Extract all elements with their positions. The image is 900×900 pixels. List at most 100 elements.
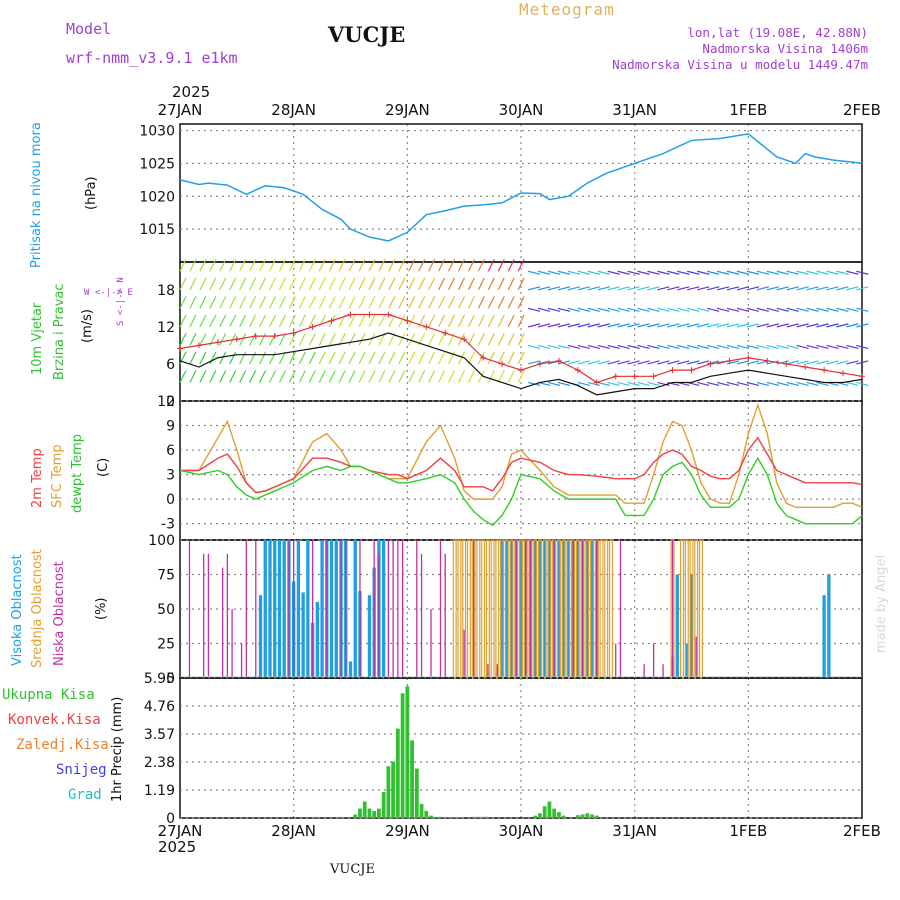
wind-arrow	[627, 381, 640, 387]
wind-gust-marker	[404, 317, 411, 324]
wind-arrow	[697, 323, 710, 328]
wind-arrow	[577, 323, 590, 328]
mid-cloud-bar	[680, 539, 685, 679]
wind-arrow	[746, 344, 760, 349]
wind-arrow	[677, 307, 690, 312]
wind-arrow	[378, 258, 386, 272]
precip-bar	[395, 728, 400, 818]
wind-arrow	[746, 270, 760, 275]
date-tick-label-top: 31JAN	[612, 101, 657, 119]
wind-arrow	[418, 277, 426, 291]
wind-arrow	[239, 258, 247, 272]
wind-arrow	[507, 277, 515, 291]
wind-arrow	[796, 360, 809, 365]
wind-arrow	[418, 258, 426, 272]
wind-arrow	[826, 360, 839, 365]
wind-arrow	[308, 277, 316, 291]
wind-arrow	[318, 258, 326, 272]
wind-arrow	[438, 314, 446, 328]
wind-arrow	[487, 351, 495, 365]
wind-arrow	[487, 277, 495, 291]
wind-arrow	[507, 296, 515, 309]
wind-arrow	[577, 307, 590, 312]
wind-arrow	[657, 323, 670, 328]
wind-arrow	[846, 307, 859, 312]
precip-bar	[575, 815, 580, 818]
cloud-tick-label: 0	[166, 671, 175, 687]
wind-arrow	[368, 351, 376, 365]
wind-arrow	[786, 270, 799, 275]
wind-arrow	[408, 258, 416, 272]
wind-arrow	[607, 307, 620, 312]
precip-bar	[538, 813, 542, 818]
cloud-tick-label: 100	[148, 533, 175, 549]
wind-arrow	[736, 286, 750, 291]
model-label: Model	[66, 20, 112, 38]
wind-arrow	[527, 323, 541, 328]
wind-arrow	[438, 351, 446, 365]
wind-arrow	[189, 370, 197, 383]
wind-gust-marker	[385, 311, 392, 318]
wind-arrow	[716, 307, 730, 312]
wind-arrow	[527, 286, 541, 291]
precip-bar	[476, 816, 481, 818]
wind-arrow	[836, 270, 849, 275]
wind-arrow	[328, 351, 336, 365]
wind-arrow	[487, 258, 495, 272]
wind-arrow	[527, 270, 541, 275]
wind-arrow	[856, 286, 869, 291]
precip-bar	[419, 803, 424, 818]
precip-bar	[471, 816, 476, 818]
wind-arrow	[229, 277, 237, 291]
wind-arrow	[687, 360, 700, 365]
mid-cloud-bar	[542, 539, 547, 679]
wind-arrow	[298, 277, 306, 291]
wind-arrow	[487, 370, 495, 383]
wind-arrow	[408, 277, 416, 291]
wind-arrow	[487, 296, 495, 309]
wind-gust-marker	[423, 323, 430, 330]
wind-arrow	[308, 333, 316, 346]
wind-arrow	[179, 333, 187, 346]
wind-arrow	[388, 296, 396, 309]
cloud-tick-label: 25	[157, 637, 175, 653]
wind-arrow	[637, 307, 650, 312]
mid-cloud-bar	[457, 539, 462, 679]
wind-gust-marker	[631, 373, 638, 380]
wind-arrow	[278, 277, 286, 291]
wind-arrow	[268, 277, 277, 291]
wind-arrow	[497, 351, 505, 365]
wind-gust-marker	[859, 373, 865, 380]
wind-arrow	[229, 370, 237, 383]
wind-arrow	[766, 344, 779, 349]
wind-arrow	[219, 333, 227, 346]
mid-cloud-bar	[537, 539, 542, 679]
precip-bar	[400, 693, 405, 818]
wind-arrow	[368, 277, 376, 291]
wind-arrow	[627, 344, 640, 349]
date-tick-label-bottom: 31JAN	[612, 822, 657, 840]
wind-arrow	[647, 344, 660, 349]
wind-arrow	[368, 296, 376, 309]
wind-arrow	[647, 381, 660, 387]
wind-arrow	[697, 307, 710, 312]
wind-arrow	[398, 370, 406, 383]
wind-arrow	[587, 323, 600, 328]
wind-arrow	[846, 286, 859, 291]
wind-arrow	[219, 277, 227, 291]
wind-arrow	[288, 258, 296, 272]
wind-arrow	[418, 370, 426, 383]
wind-arrow	[547, 323, 561, 328]
wind-arrow	[398, 351, 406, 365]
wind-arrow	[597, 323, 610, 328]
wind-arrow	[856, 323, 869, 328]
wind-arrow	[517, 351, 525, 365]
wind-arrow	[288, 277, 296, 291]
precip-total-label: Ukupna Kisa	[2, 687, 95, 703]
wind-arrow	[846, 323, 859, 328]
wind-arrow	[239, 370, 247, 383]
wind-arrow	[358, 277, 366, 291]
wind-arrow	[746, 381, 760, 387]
wind-arrow	[517, 258, 525, 272]
precip-bar	[405, 686, 410, 818]
